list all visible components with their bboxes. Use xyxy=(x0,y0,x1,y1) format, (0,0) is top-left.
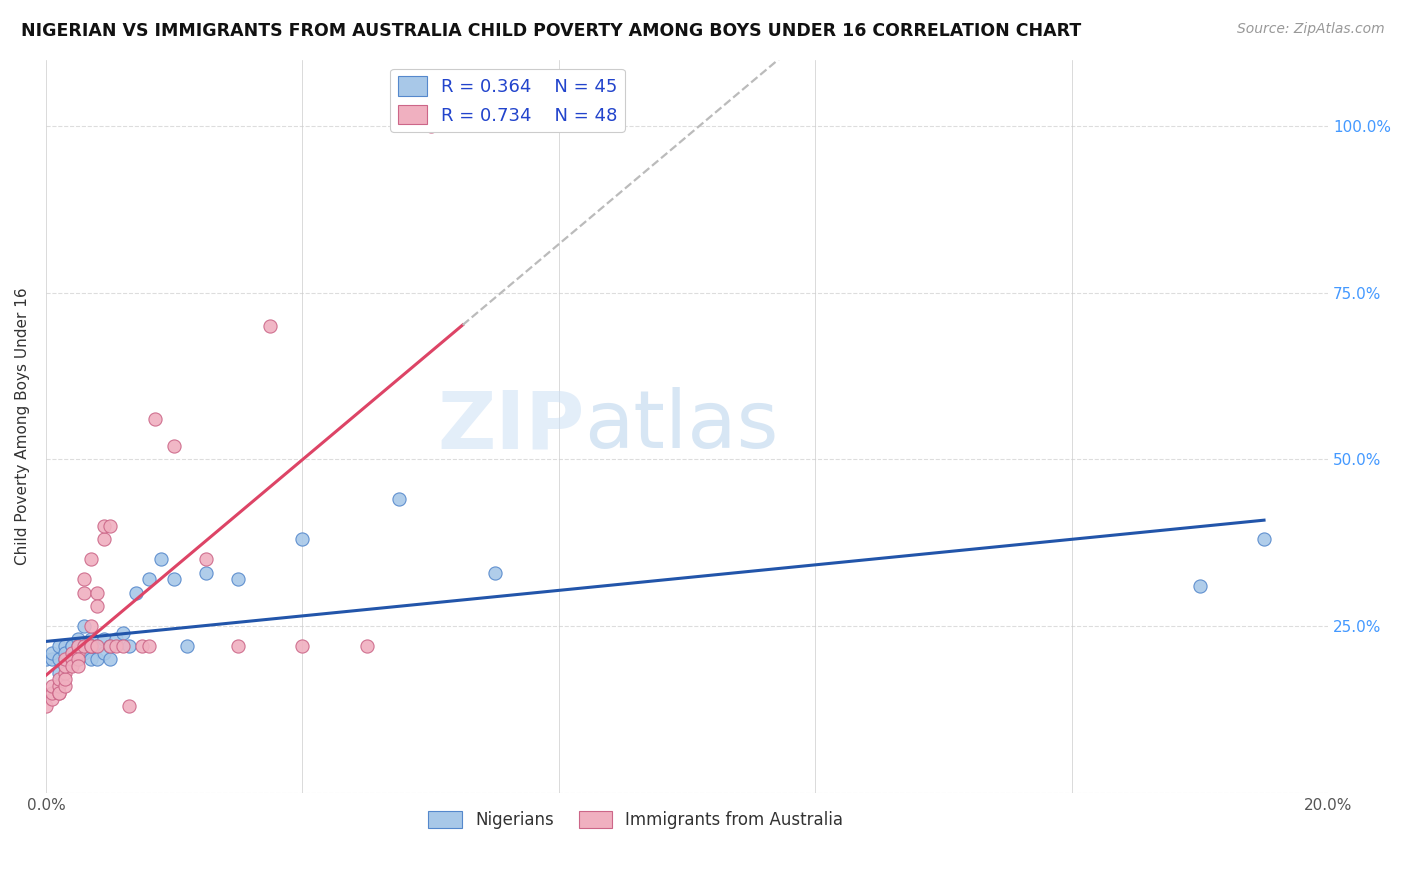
Point xyxy=(484,566,506,580)
Point xyxy=(150,552,173,566)
Point xyxy=(93,632,115,647)
Point xyxy=(60,652,83,666)
Text: ZIP: ZIP xyxy=(437,387,585,465)
Point xyxy=(1188,579,1211,593)
Text: NIGERIAN VS IMMIGRANTS FROM AUSTRALIA CHILD POVERTY AMONG BOYS UNDER 16 CORRELAT: NIGERIAN VS IMMIGRANTS FROM AUSTRALIA CH… xyxy=(21,22,1081,40)
Point xyxy=(73,639,96,653)
Point xyxy=(86,599,108,613)
Point xyxy=(138,573,160,587)
Point xyxy=(53,652,76,666)
Point xyxy=(356,639,378,653)
Point xyxy=(105,632,128,647)
Point xyxy=(48,686,70,700)
Point xyxy=(80,639,103,653)
Point xyxy=(118,699,141,714)
Point xyxy=(35,652,58,666)
Point xyxy=(53,659,76,673)
Point xyxy=(125,585,148,599)
Point xyxy=(60,639,83,653)
Point xyxy=(53,652,76,666)
Point xyxy=(73,573,96,587)
Point xyxy=(60,639,83,653)
Point xyxy=(176,639,198,653)
Point xyxy=(73,619,96,633)
Legend: Nigerians, Immigrants from Australia: Nigerians, Immigrants from Australia xyxy=(422,804,851,836)
Point xyxy=(80,619,103,633)
Point xyxy=(80,652,103,666)
Point xyxy=(41,692,63,706)
Point xyxy=(93,646,115,660)
Point xyxy=(80,639,103,653)
Point xyxy=(143,412,166,426)
Point xyxy=(93,533,115,547)
Text: Source: ZipAtlas.com: Source: ZipAtlas.com xyxy=(1237,22,1385,37)
Point xyxy=(66,646,89,660)
Point xyxy=(80,632,103,647)
Point xyxy=(86,652,108,666)
Point xyxy=(48,639,70,653)
Point xyxy=(259,319,281,334)
Point xyxy=(35,699,58,714)
Point xyxy=(86,639,108,653)
Point xyxy=(163,573,186,587)
Point xyxy=(53,665,76,680)
Point xyxy=(66,632,89,647)
Point xyxy=(66,639,89,653)
Point xyxy=(80,552,103,566)
Point xyxy=(48,652,70,666)
Point xyxy=(195,552,218,566)
Point xyxy=(73,585,96,599)
Point xyxy=(93,519,115,533)
Point xyxy=(60,646,83,660)
Point xyxy=(1253,533,1275,547)
Point xyxy=(60,646,83,660)
Point xyxy=(111,639,134,653)
Point xyxy=(111,625,134,640)
Point xyxy=(41,686,63,700)
Point xyxy=(195,566,218,580)
Point xyxy=(98,519,121,533)
Point xyxy=(41,679,63,693)
Point xyxy=(66,659,89,673)
Point xyxy=(66,652,89,666)
Point xyxy=(60,659,83,673)
Point xyxy=(226,639,249,653)
Point xyxy=(60,652,83,666)
Point xyxy=(41,652,63,666)
Point xyxy=(53,673,76,687)
Point xyxy=(48,665,70,680)
Point xyxy=(387,492,409,507)
Point xyxy=(105,639,128,653)
Point xyxy=(98,639,121,653)
Point xyxy=(73,646,96,660)
Point xyxy=(48,686,70,700)
Point xyxy=(86,639,108,653)
Point xyxy=(163,439,186,453)
Point xyxy=(291,639,314,653)
Point xyxy=(226,573,249,587)
Point xyxy=(53,646,76,660)
Point xyxy=(53,659,76,673)
Point xyxy=(53,679,76,693)
Point xyxy=(48,673,70,687)
Point xyxy=(48,679,70,693)
Point xyxy=(66,639,89,653)
Y-axis label: Child Poverty Among Boys Under 16: Child Poverty Among Boys Under 16 xyxy=(15,287,30,565)
Point xyxy=(98,639,121,653)
Point xyxy=(419,120,441,134)
Point xyxy=(131,639,153,653)
Point xyxy=(66,646,89,660)
Point xyxy=(66,652,89,666)
Point xyxy=(80,639,103,653)
Point xyxy=(118,639,141,653)
Text: atlas: atlas xyxy=(585,387,779,465)
Point xyxy=(86,585,108,599)
Point xyxy=(73,639,96,653)
Point xyxy=(98,652,121,666)
Point xyxy=(53,639,76,653)
Point xyxy=(138,639,160,653)
Point xyxy=(291,533,314,547)
Point xyxy=(41,646,63,660)
Point xyxy=(60,652,83,666)
